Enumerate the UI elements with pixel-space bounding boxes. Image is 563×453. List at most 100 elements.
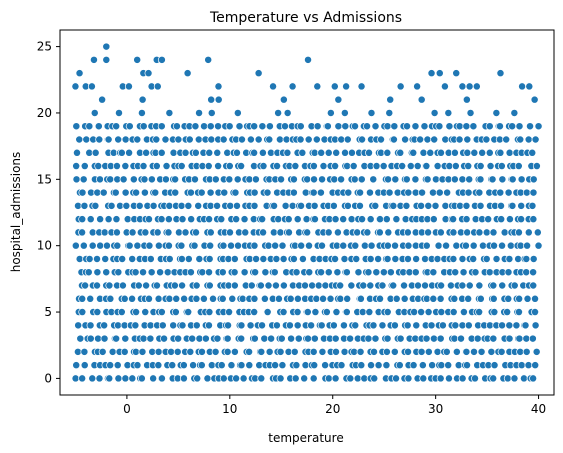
data-point (367, 108, 376, 117)
data-point (418, 188, 426, 197)
data-point (94, 162, 103, 170)
data-point (470, 347, 478, 356)
data-point (492, 255, 501, 263)
data-point (371, 201, 380, 210)
data-point (424, 308, 433, 316)
data-point (75, 135, 84, 144)
y-axis-ticks: 0 5 10 15 20 25 (37, 40, 60, 385)
data-point (147, 268, 156, 277)
data-point (286, 294, 295, 303)
data-point (529, 188, 538, 197)
data-point (201, 334, 210, 343)
data-point (367, 361, 375, 370)
data-point (112, 334, 121, 343)
data-point (438, 321, 447, 330)
data-point (347, 281, 356, 290)
data-point (455, 135, 464, 144)
data-point (153, 82, 162, 91)
data-point (192, 281, 201, 290)
data-point (226, 201, 235, 210)
data-point (95, 135, 104, 144)
data-point (205, 308, 214, 316)
data-point (342, 308, 351, 316)
data-point (203, 374, 212, 383)
data-point (329, 201, 338, 210)
data-point (163, 268, 172, 277)
data-point (450, 175, 459, 184)
data-point (383, 334, 392, 343)
data-point (458, 175, 467, 184)
data-point (111, 188, 120, 197)
data-point (74, 321, 83, 330)
data-point (498, 175, 507, 184)
data-point (117, 148, 126, 157)
data-point (297, 241, 306, 250)
data-point (205, 281, 214, 290)
data-point (490, 241, 498, 250)
data-point (413, 82, 422, 91)
data-point (356, 347, 365, 356)
data-point (251, 268, 260, 277)
data-point (486, 162, 495, 170)
data-point (279, 281, 288, 290)
data-point (121, 188, 130, 197)
data-point (85, 255, 94, 263)
data-point (209, 294, 217, 303)
y-tick-label: 10 (37, 239, 52, 253)
data-point (429, 268, 438, 277)
data-point (524, 228, 533, 237)
data-point (113, 361, 122, 370)
data-point (416, 135, 425, 144)
data-point (389, 201, 398, 210)
data-point (444, 108, 453, 117)
data-point (271, 241, 280, 250)
data-point (515, 334, 524, 343)
data-point (505, 334, 514, 343)
data-point (139, 122, 148, 131)
data-point (347, 148, 356, 157)
data-point (90, 55, 98, 64)
data-point (233, 108, 242, 117)
data-point (437, 281, 446, 290)
data-point (403, 228, 412, 237)
data-point (487, 347, 496, 356)
data-point (309, 347, 318, 356)
data-point (204, 55, 213, 64)
data-point (464, 321, 473, 330)
data-point (358, 308, 367, 316)
data-point (357, 175, 366, 184)
data-point (529, 374, 538, 383)
data-point (469, 255, 478, 263)
data-point (458, 82, 467, 91)
data-point (112, 215, 121, 224)
data-point (185, 135, 194, 144)
data-point (199, 294, 208, 303)
data-point (177, 241, 186, 250)
data-point (482, 228, 491, 237)
data-point (265, 122, 274, 131)
data-point (496, 69, 505, 78)
data-point (288, 201, 297, 210)
data-point (365, 308, 374, 316)
data-point (369, 175, 378, 184)
data-point (500, 228, 509, 237)
data-point (301, 188, 310, 197)
data-point (317, 148, 326, 157)
data-point (177, 162, 186, 170)
data-point (140, 188, 149, 197)
data-point (458, 281, 467, 290)
data-point (422, 162, 431, 170)
data-point (157, 374, 166, 383)
data-point (259, 228, 268, 237)
data-point (531, 294, 539, 303)
data-point (443, 188, 452, 197)
data-point (336, 294, 345, 303)
data-point (366, 281, 375, 290)
data-point (132, 308, 141, 316)
data-point (128, 374, 137, 383)
data-point (240, 215, 249, 224)
data-point (152, 281, 161, 290)
data-point (378, 281, 387, 290)
data-point (532, 347, 541, 356)
data-point (476, 201, 485, 210)
